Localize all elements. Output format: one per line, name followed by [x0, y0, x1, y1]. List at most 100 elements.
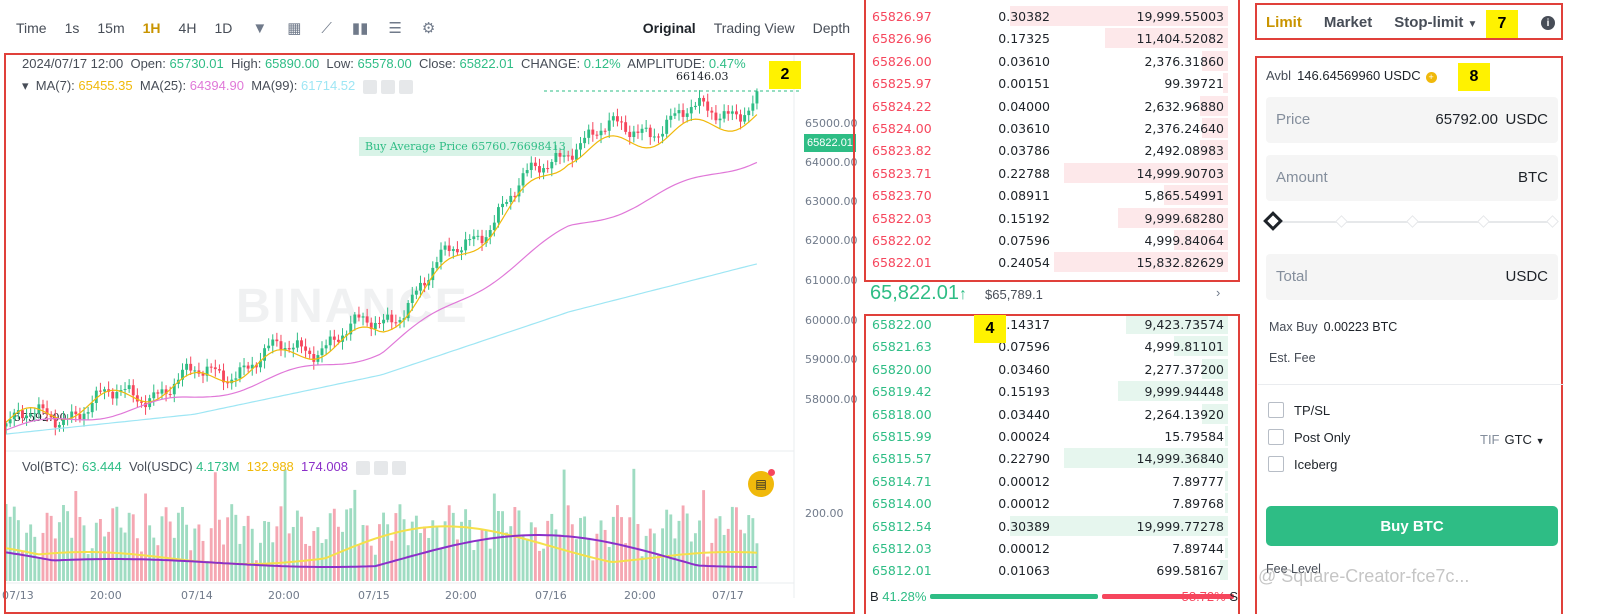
- calendar-icon[interactable]: ▦: [287, 20, 302, 37]
- order-price[interactable]: 65812.54: [872, 518, 932, 534]
- close-icon[interactable]: [391, 460, 406, 475]
- tab-stop-limit[interactable]: Stop-limit ▼: [1394, 14, 1477, 31]
- ask-row[interactable]: 65826.96 0.17325 11,404.52082: [868, 27, 1240, 49]
- amount-field[interactable]: Amount BTC: [1266, 155, 1558, 201]
- slider-tick-50[interactable]: [1406, 215, 1419, 228]
- volume-bar: [505, 532, 509, 581]
- close-icon[interactable]: [398, 79, 413, 94]
- ask-row[interactable]: 65823.70 0.08911 5,865.54991: [868, 184, 1240, 206]
- tab-market[interactable]: Market: [1323, 14, 1373, 31]
- order-price[interactable]: 65823.82: [872, 143, 932, 159]
- bid-row[interactable]: 65812.54 0.30389 19,999.77278: [868, 515, 1240, 537]
- tab-original[interactable]: Original: [642, 20, 696, 36]
- ask-row[interactable]: 65824.22 0.04000 2,632.96880: [868, 95, 1240, 117]
- order-price[interactable]: 65819.42: [872, 384, 932, 400]
- bid-row[interactable]: 65821.63 0.07596 4,999.81101: [868, 335, 1240, 357]
- order-price[interactable]: 65823.71: [872, 165, 932, 181]
- tif-select[interactable]: TIF GTC ▼: [1480, 432, 1545, 447]
- bid-row[interactable]: 65815.99 0.00024 15.79584: [868, 425, 1240, 447]
- iceberg-checkbox[interactable]: Iceberg: [1268, 456, 1337, 472]
- candle-body: [361, 316, 365, 318]
- price-field[interactable]: Price 65792.00 USDC: [1266, 97, 1558, 143]
- ask-row[interactable]: 65823.82 0.03786 2,492.08983: [868, 139, 1240, 161]
- ask-row[interactable]: 65826.97 0.30382 19,999.55003: [868, 5, 1240, 27]
- orders-icon[interactable]: ▤: [748, 471, 774, 497]
- buy-button[interactable]: Buy BTC: [1266, 506, 1558, 546]
- bid-row[interactable]: 65812.03 0.00012 7.89744: [868, 537, 1240, 559]
- order-price[interactable]: 65825.97: [872, 76, 932, 92]
- order-price[interactable]: 65815.57: [872, 451, 932, 467]
- order-price[interactable]: 65814.71: [872, 473, 932, 489]
- ask-row[interactable]: 65823.71 0.22788 14,999.90703: [868, 162, 1240, 184]
- slider-tick-100[interactable]: [1546, 215, 1559, 228]
- info-icon[interactable]: i: [1541, 16, 1555, 30]
- bid-row[interactable]: 65812.01 0.01063 699.58167: [868, 559, 1240, 581]
- tpsl-checkbox[interactable]: TP/SL: [1268, 402, 1330, 418]
- bid-row[interactable]: 65820.00 0.03460 2,277.37200: [868, 358, 1240, 380]
- hide-icon[interactable]: [362, 79, 377, 94]
- order-price[interactable]: 65818.00: [872, 406, 932, 422]
- settings-icon[interactable]: [373, 460, 388, 475]
- order-price[interactable]: 65822.03: [872, 210, 932, 226]
- hide-icon[interactable]: [355, 460, 370, 475]
- tif-value[interactable]: GTC: [1504, 432, 1532, 447]
- order-price[interactable]: 65826.96: [872, 31, 932, 47]
- order-price[interactable]: 65820.00: [872, 361, 932, 377]
- add-funds-icon[interactable]: +: [1425, 72, 1437, 83]
- ask-row[interactable]: 65822.01 0.24054 15,832.82629: [868, 251, 1240, 273]
- bid-row[interactable]: 65814.71 0.00012 7.89777: [868, 470, 1240, 492]
- interval-4h[interactable]: 4H: [178, 20, 197, 36]
- candlestick-chart[interactable]: [4, 53, 871, 614]
- interval-15m[interactable]: 15m: [97, 20, 125, 36]
- layout-icon[interactable]: ☰: [388, 20, 402, 37]
- order-price[interactable]: 65826.00: [872, 53, 932, 69]
- collapse-icon[interactable]: ▾: [22, 78, 29, 93]
- order-price[interactable]: 65822.02: [872, 233, 932, 248]
- checkbox-box[interactable]: [1268, 402, 1284, 418]
- amount-slider[interactable]: [1263, 211, 1559, 231]
- tab-limit[interactable]: Limit: [1266, 14, 1302, 31]
- slider-handle[interactable]: [1263, 211, 1283, 231]
- tab-depth[interactable]: Depth: [812, 20, 850, 36]
- post-only-checkbox[interactable]: Post Only: [1268, 429, 1350, 445]
- tab-trading-view[interactable]: Trading View: [713, 20, 795, 36]
- order-price[interactable]: 65823.70: [872, 188, 932, 204]
- bid-row[interactable]: 65819.42 0.15193 9,999.94448: [868, 380, 1240, 402]
- checkbox-box[interactable]: [1268, 456, 1284, 472]
- order-price[interactable]: 65826.97: [872, 9, 932, 24]
- slider-tick-75[interactable]: [1477, 215, 1490, 228]
- order-price[interactable]: 65814.00: [872, 496, 932, 512]
- total-field[interactable]: Total USDC: [1266, 254, 1558, 300]
- price-value[interactable]: 65792.00: [1435, 111, 1498, 128]
- order-price[interactable]: 65815.99: [872, 429, 932, 444]
- slider-tick-25[interactable]: [1335, 215, 1348, 228]
- order-price[interactable]: 65824.22: [872, 98, 932, 114]
- order-price[interactable]: 65812.03: [872, 541, 932, 556]
- order-price[interactable]: 65821.63: [872, 339, 932, 355]
- chevron-right-icon[interactable]: ›: [1216, 285, 1221, 300]
- order-price[interactable]: 65822.01: [872, 255, 932, 271]
- indicator-icon[interactable]: ⟋: [321, 19, 332, 37]
- bid-row[interactable]: 65814.00 0.00012 7.89768: [868, 492, 1240, 514]
- interval-1d[interactable]: 1D: [214, 20, 233, 36]
- interval-1s[interactable]: 1s: [64, 20, 80, 36]
- ask-row[interactable]: 65825.97 0.00151 99.39721: [868, 72, 1240, 94]
- ask-row[interactable]: 65822.02 0.07596 4,999.84064: [868, 229, 1240, 251]
- order-price[interactable]: 65812.01: [872, 563, 932, 579]
- chevron-down-icon[interactable]: ▼: [252, 19, 268, 37]
- chart-area[interactable]: BINANCE 2024/07/17 12:00 Open: 65730.01 …: [2, 53, 871, 614]
- checkbox-box[interactable]: [1268, 429, 1284, 445]
- ask-row[interactable]: 65822.03 0.15192 9,999.68280: [868, 207, 1240, 229]
- candle-type-icon[interactable]: ▮▮: [351, 20, 369, 37]
- fee-level-link[interactable]: Fee Level: [1266, 562, 1321, 576]
- bid-row[interactable]: 65818.00 0.03440 2,264.13920: [868, 403, 1240, 425]
- bid-row[interactable]: 65822.00 0.14317 9,423.73574: [868, 313, 1240, 335]
- settings-icon[interactable]: [380, 79, 395, 94]
- order-price[interactable]: 65822.00: [872, 317, 932, 332]
- interval-1h[interactable]: 1H: [142, 20, 161, 36]
- gear-icon[interactable]: ⚙: [421, 20, 436, 37]
- ask-row[interactable]: 65826.00 0.03610 2,376.31860: [868, 50, 1240, 72]
- bid-row[interactable]: 65815.57 0.22790 14,999.36840: [868, 447, 1240, 469]
- order-price[interactable]: 65824.00: [872, 121, 932, 136]
- ask-row[interactable]: 65824.00 0.03610 2,376.24640: [868, 117, 1240, 139]
